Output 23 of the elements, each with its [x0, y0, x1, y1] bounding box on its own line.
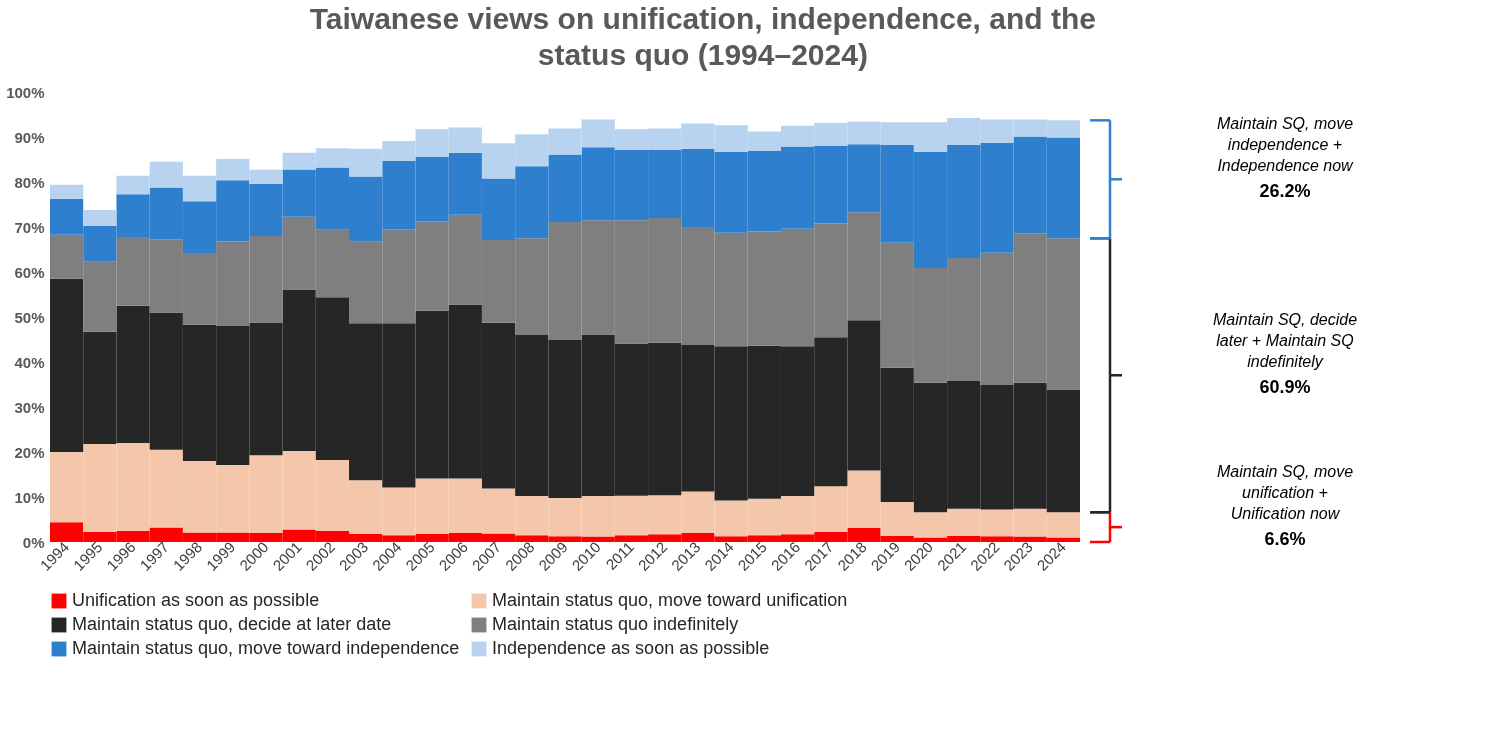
y-tick-label: 80%	[14, 173, 45, 191]
y-tick-label: 40%	[14, 353, 45, 371]
legend-label: Maintain status quo, decide at later date	[72, 614, 392, 634]
legend-label: Independence as soon as possible	[492, 638, 770, 658]
y-tick-label: 50%	[14, 308, 45, 326]
legend-label: Unification as soon as possible	[72, 590, 320, 610]
legend-label: Maintain status quo indefinitely	[492, 614, 739, 634]
chart-title: Taiwanese views on unification, independence, and the status quo (1994–2024)	[309, 2, 1096, 71]
text: Maintain SQ, decide later + Maintain SQ indefinitely	[1212, 311, 1358, 371]
y-tick-label: 100%	[6, 83, 45, 101]
text: Maintain SQ, move independence + Independence now	[1216, 115, 1355, 175]
y-tick-label: 10%	[14, 488, 45, 506]
y-tick-label: 20%	[14, 443, 45, 461]
legend-label: Maintain status quo, move toward independence	[72, 638, 460, 658]
text: 6.6%	[1264, 529, 1306, 550]
y-tick-label: 30%	[14, 398, 45, 416]
text: 26.2%	[1259, 181, 1311, 202]
y-tick-label: 70%	[14, 218, 45, 236]
y-tick-label: 90%	[14, 128, 45, 146]
legend-label: Maintain status quo, move toward unification	[492, 590, 848, 610]
y-tick-label: 60%	[14, 263, 45, 281]
text: 60.9%	[1259, 377, 1311, 398]
text: Maintain SQ, move unification + Unification now	[1216, 463, 1354, 523]
